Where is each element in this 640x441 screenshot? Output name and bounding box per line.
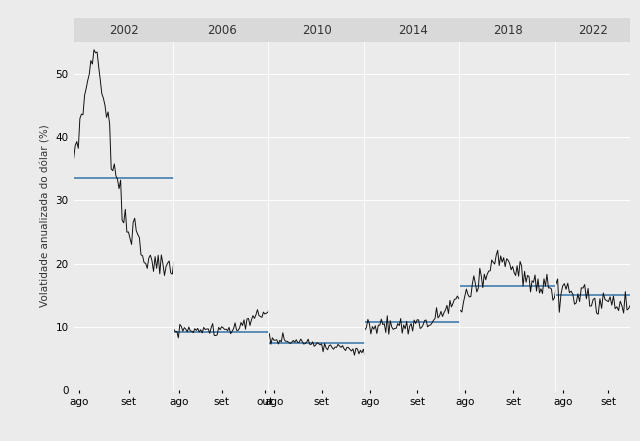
Text: 2006: 2006: [207, 25, 237, 37]
Text: 2022: 2022: [578, 25, 608, 37]
Y-axis label: Volatidade anualizada do dólar (%): Volatidade anualizada do dólar (%): [40, 125, 50, 307]
Text: 2002: 2002: [109, 25, 139, 37]
Text: 2018: 2018: [493, 25, 523, 37]
Text: 2014: 2014: [397, 25, 428, 37]
Text: 2010: 2010: [302, 25, 332, 37]
